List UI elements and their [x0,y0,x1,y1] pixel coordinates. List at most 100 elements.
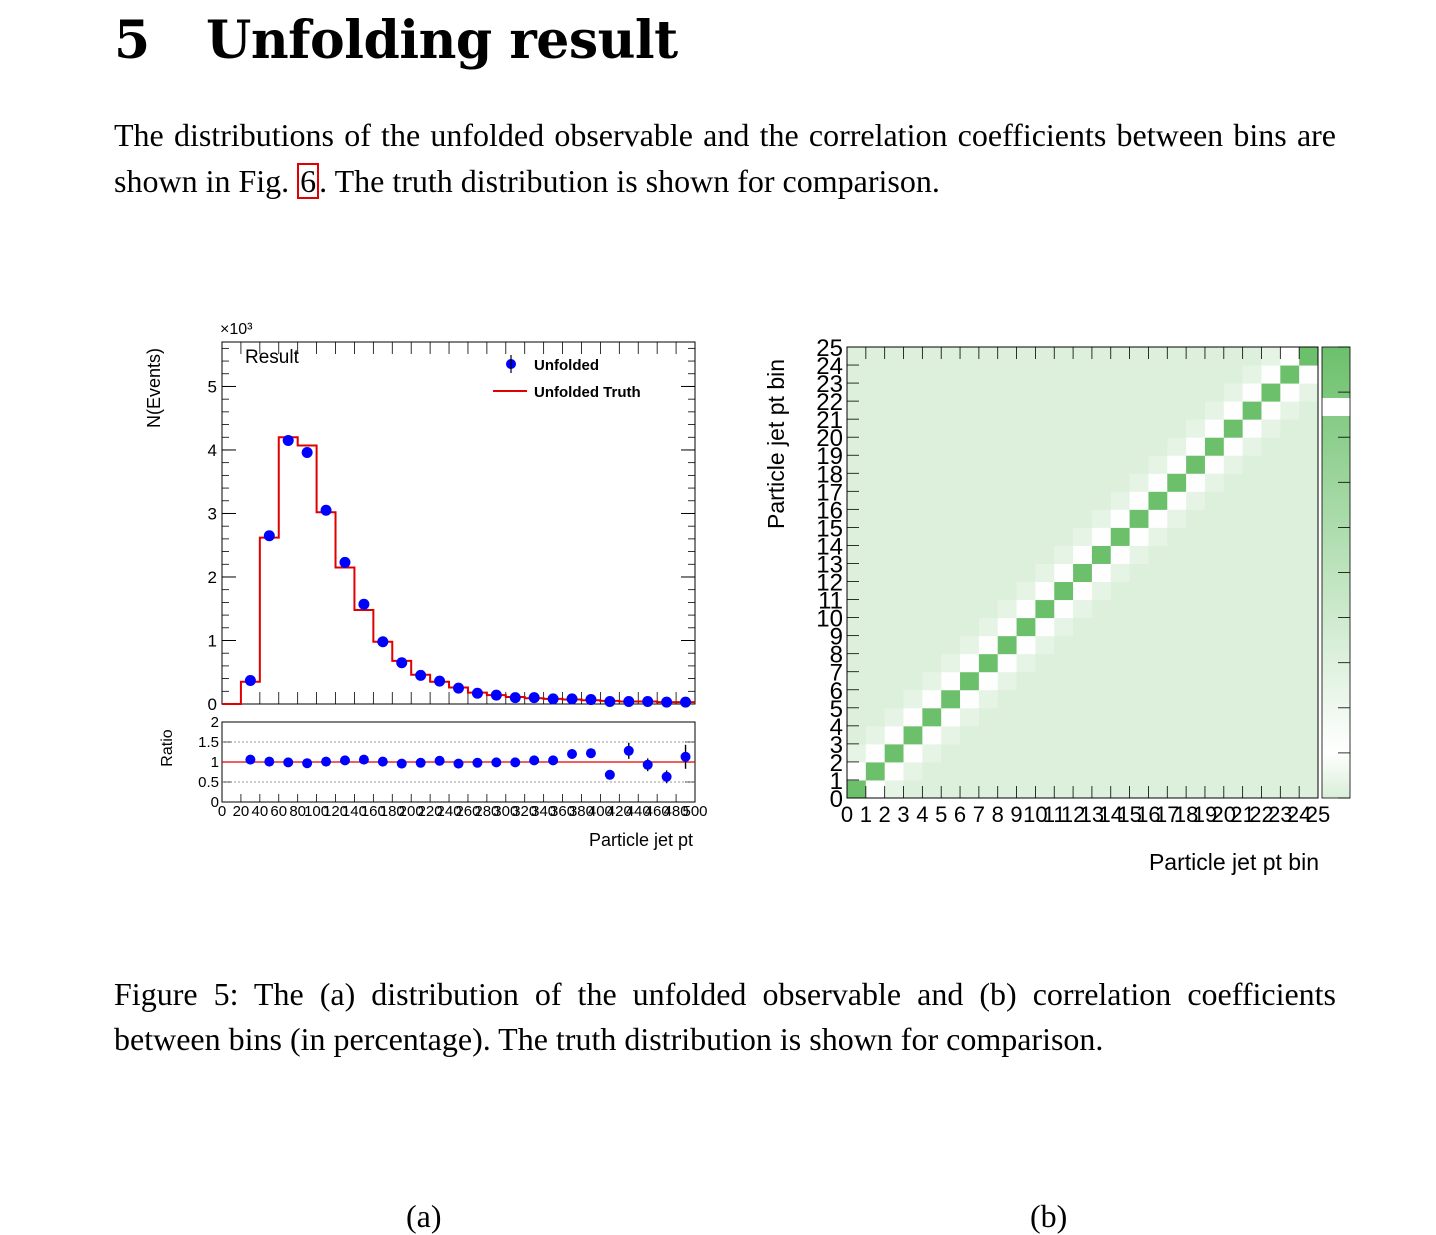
heatmap-cell [884,761,905,781]
heatmap-cell [1129,419,1149,438]
heatmap-cell [1110,347,1131,366]
heatmap-cell [1148,599,1168,619]
heatmap-cell [1186,383,1206,402]
heatmap-cell [903,743,923,763]
heatmap-cell [1280,617,1300,637]
data-point-unfolded [282,434,294,446]
heatmap-cell [1261,401,1281,420]
heatmap-cell [1110,455,1131,474]
heatmap-cell [1261,725,1281,745]
heatmap-cell [1223,725,1244,745]
heatmap-cell [1280,743,1300,763]
heatmap-cell [1054,401,1074,420]
heatmap-cell [1129,635,1149,655]
heatmap-cell [1186,779,1206,799]
heatmap-cell [922,563,942,583]
heatmap-y-tick-label: 16 [816,497,843,524]
heatmap-cell [847,347,867,366]
heatmap-x-tick-label: 23 [1268,802,1292,827]
heatmap-cell [1016,671,1036,691]
heatmap-cell [1299,437,1319,456]
heatmap-y-tick-label: 20 [816,425,843,452]
heatmap-cell [1148,563,1168,583]
data-point-unfolded [585,694,597,706]
heatmap-cell [960,581,980,601]
heatmap-cell [1035,779,1055,799]
heatmap-cell [1054,635,1074,655]
heatmap-cell [941,761,961,781]
heatmap-cell [941,563,961,583]
heatmap-cell [847,527,867,546]
heatmap-cell [941,473,961,492]
heatmap-cell [960,401,980,420]
heatmap-cell [865,779,886,799]
heatmap-cell [847,725,867,745]
heatmap-cell [1110,545,1131,564]
heatmap-cell [1299,527,1319,546]
heatmap-cell [884,365,905,384]
heatmap-cell [1016,509,1036,528]
heatmap-cell [1223,653,1244,673]
heatmap-cell [1054,563,1074,583]
heatmap-cell [1091,617,1112,637]
heatmap-cell [1054,419,1074,438]
heatmap-cell [922,635,942,655]
heatmap-cell [978,635,999,655]
heatmap-cell [1110,491,1131,510]
heatmap-cell [1091,671,1112,691]
heatmap-cell [847,581,867,601]
heatmap-cell [1186,437,1206,456]
figure-reference-link[interactable]: 6 [297,163,320,199]
heatmap-cell [1223,743,1244,763]
ratio-point [358,754,369,765]
heatmap-cell [1186,689,1206,709]
heatmap-cell [1073,581,1093,601]
heatmap-cell [1261,617,1281,637]
heatmap-cell [941,689,961,709]
heatmap-cell [997,347,1018,366]
heatmap-cell [1091,779,1112,799]
ratio-y-tick-label: 0 [211,794,219,811]
heatmap-cell [1261,545,1281,564]
x-tick-label: 420 [607,803,632,820]
heatmap-cell [1223,635,1244,655]
heatmap-cell [1016,725,1036,745]
heatmap-cell [1110,707,1131,727]
heatmap-cell [865,761,886,781]
heatmap-cell [997,365,1018,384]
heatmap-cell [1261,509,1281,528]
heatmap-cell [997,743,1018,763]
data-point-unfolded [358,598,370,610]
plot-a: 0 1 2 3 4 5 N(Events) ×10³ Result Unfolded Un… [144,321,708,850]
heatmap-cell [903,653,923,673]
heatmap-cell [1091,455,1112,474]
heatmap-cell [1261,761,1281,781]
heatmap-cell [978,779,999,799]
heatmap-cell [903,401,923,420]
heatmap-cell [1167,473,1187,492]
heatmap-cell [978,707,999,727]
heatmap-cell [1261,743,1281,763]
heatmap-cell [1016,599,1036,619]
heatmap-cell [1073,509,1093,528]
heatmap-cell [1016,383,1036,402]
heatmap-y-tick-label: 9 [830,624,843,651]
ratio-point [510,757,521,768]
subcaption-a: (a) [406,1198,442,1234]
data-point-unfolded [642,695,654,707]
heatmap-cell [903,383,923,402]
heatmap-x-tick-label: 4 [916,802,928,827]
heatmap-cell [1110,365,1131,384]
ratio-point [548,755,559,766]
heatmap-cell [922,509,942,528]
heatmap-cell [941,401,961,420]
ratio-y-tick-label: 1.5 [198,734,219,751]
heatmap-cell [997,707,1018,727]
x-tick-label: 200 [399,803,424,820]
heatmap-x-tick-label: 7 [973,802,985,827]
heatmap-cell [1091,473,1112,492]
heatmap-cell [884,509,905,528]
heatmap-cell [1186,455,1206,474]
heatmap-cell [1280,527,1300,546]
heatmap-cell [1280,599,1300,619]
